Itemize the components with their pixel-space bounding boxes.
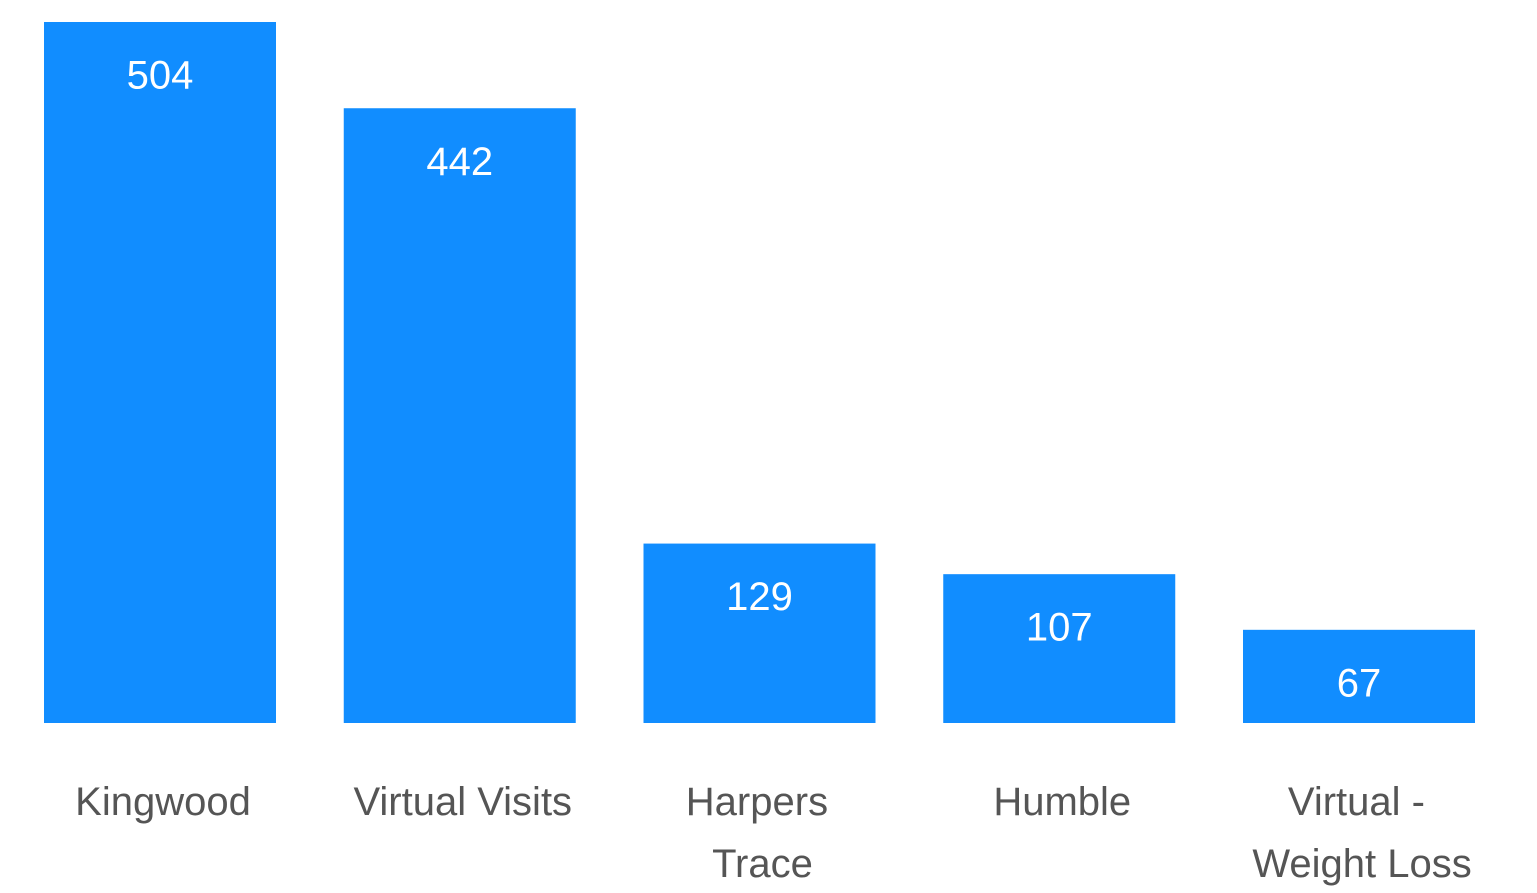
label-line: Weight Loss bbox=[1252, 842, 1471, 886]
data-label: 67 bbox=[1337, 661, 1382, 705]
bar bbox=[1243, 629, 1475, 723]
label-line: Trace bbox=[712, 842, 813, 886]
label-line: Humble bbox=[993, 780, 1131, 824]
label-line: Virtual Visits bbox=[353, 780, 572, 824]
label-line: Kingwood bbox=[75, 780, 251, 824]
x-tick-label: Kingwood bbox=[75, 780, 251, 824]
x-tick-label: Harpers Trace bbox=[686, 780, 839, 886]
bar bbox=[643, 543, 876, 723]
x-tick-label: Humble bbox=[993, 780, 1131, 824]
bar bbox=[943, 574, 1176, 723]
bar bbox=[343, 108, 576, 723]
label-line: Harpers bbox=[686, 780, 839, 824]
x-tick-label: Virtual - Weight Loss bbox=[1252, 780, 1471, 886]
bar bbox=[44, 22, 276, 723]
data-label: 442 bbox=[426, 140, 493, 184]
x-tick-label: Virtual Visits bbox=[353, 780, 572, 824]
data-label: 129 bbox=[726, 575, 793, 619]
data-label: 107 bbox=[1026, 606, 1093, 650]
label-line: Virtual - bbox=[1288, 780, 1436, 824]
data-label: 504 bbox=[127, 54, 194, 98]
